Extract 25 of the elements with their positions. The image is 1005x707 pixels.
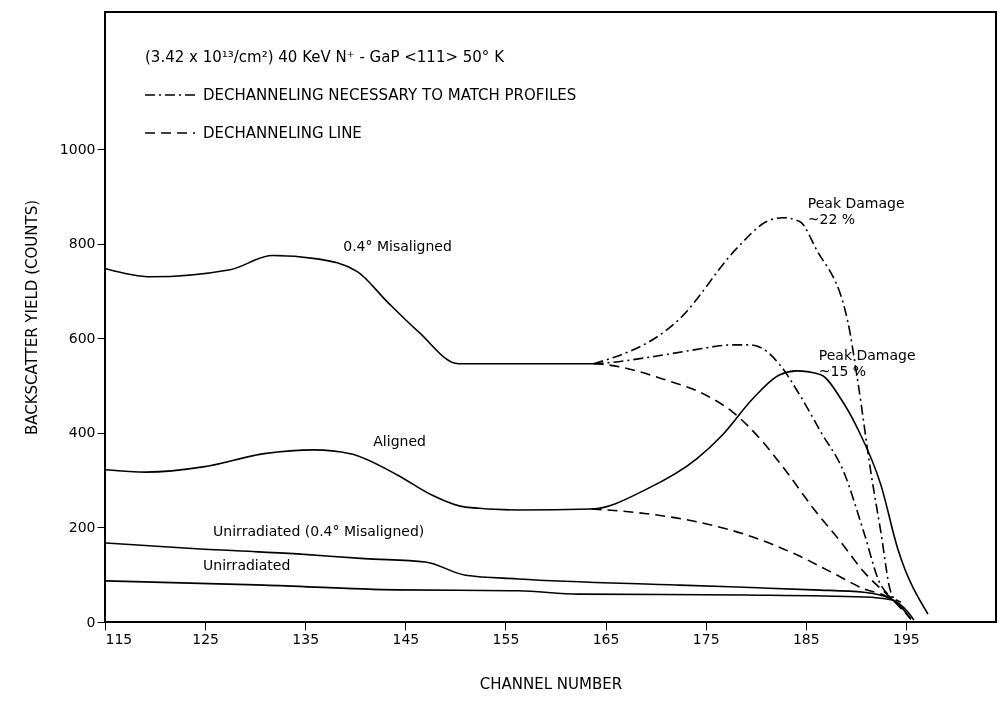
annotation: 0.4° Misaligned	[343, 237, 452, 254]
annotation: (3.42 x 10¹³/cm²) 40 KeV N⁺ - GaP <111> 50° K	[145, 48, 506, 66]
y-tick-label: 800	[68, 235, 96, 252]
x-axis-title: CHANNEL NUMBER	[479, 674, 623, 693]
x-tick-label: 185	[792, 630, 820, 647]
legend-label: DECHANNELING NECESSARY TO MATCH PROFILES	[203, 86, 577, 104]
x-tick-label: 165	[592, 630, 620, 647]
legend-label: DECHANNELING LINE	[203, 124, 362, 142]
y-tick-label: 0	[86, 613, 96, 630]
x-tick-label: 195	[893, 630, 920, 647]
y-axis-title: BACKSCATTER YIELD (COUNTS)	[22, 199, 41, 436]
y-tick-label: 1000	[59, 140, 96, 157]
annotation: Unirradiated	[203, 557, 291, 574]
x-tick-label: 135	[292, 630, 320, 647]
x-tick-label: 175	[692, 630, 720, 647]
annotation: Aligned	[373, 432, 426, 449]
y-tick-label: 200	[68, 518, 96, 535]
x-tick-label: 115	[105, 630, 133, 647]
annotation: Unirradiated (0.4° Misaligned)	[213, 523, 425, 540]
x-tick-label: 145	[392, 630, 420, 647]
y-tick-label: 400	[68, 424, 96, 441]
y-tick-label: 600	[68, 329, 96, 346]
annotation: Peak Damage ~22 %	[807, 195, 905, 228]
x-tick-label: 155	[492, 630, 520, 647]
x-tick-label: 125	[192, 630, 219, 647]
